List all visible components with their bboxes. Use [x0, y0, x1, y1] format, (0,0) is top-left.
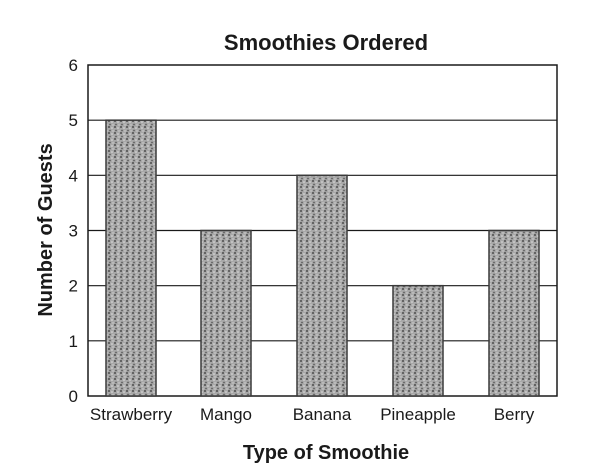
- y-axis-ticks: 0 1 2 3 4 5 6: [69, 56, 78, 406]
- x-tick-label: Berry: [494, 405, 535, 424]
- chart-title: Smoothies Ordered: [224, 30, 428, 55]
- bar-pineapple: [392, 284, 444, 397]
- y-tick-label: 3: [69, 222, 78, 241]
- bar-strawberry: [105, 119, 157, 397]
- bar-berry: [488, 229, 540, 397]
- bar-banana: [296, 174, 348, 397]
- bars: [105, 119, 540, 397]
- x-tick-label: Banana: [293, 405, 352, 424]
- x-axis-label: Type of Smoothie: [243, 442, 409, 464]
- y-tick-label: 1: [69, 332, 78, 351]
- bar-mango: [200, 229, 252, 397]
- y-tick-label: 2: [69, 277, 78, 296]
- y-axis-label: Number of Guests: [35, 143, 57, 316]
- y-tick-label: 0: [69, 387, 78, 406]
- x-tick-label: Pineapple: [380, 405, 456, 424]
- y-tick-label: 6: [69, 56, 78, 75]
- x-tick-label: Mango: [200, 405, 252, 424]
- y-tick-label: 4: [69, 166, 78, 185]
- x-tick-label: Strawberry: [90, 405, 173, 424]
- y-tick-label: 5: [69, 111, 78, 130]
- x-axis-ticks: Strawberry Mango Banana Pineapple Berry: [90, 405, 535, 424]
